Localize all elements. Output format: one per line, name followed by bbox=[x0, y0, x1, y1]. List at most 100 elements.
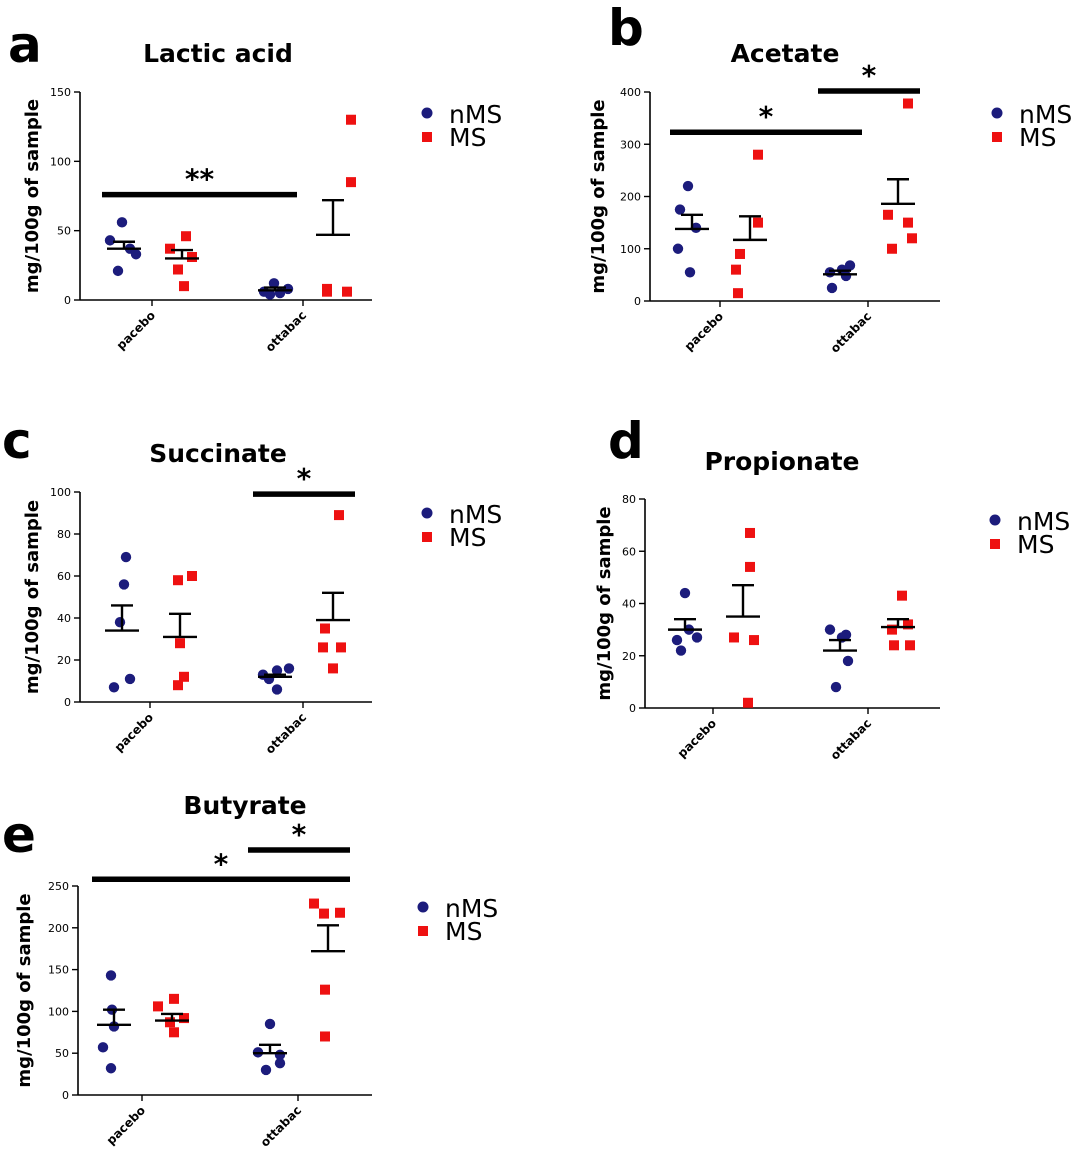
y-tick-label: 20 bbox=[57, 654, 71, 667]
y-tick-label: 50 bbox=[57, 225, 71, 238]
y-tick-label: 40 bbox=[57, 612, 71, 625]
panel-letter: c bbox=[2, 412, 32, 470]
data-point-nMS bbox=[274, 1058, 286, 1069]
data-point-nMS bbox=[112, 265, 124, 277]
data-point-nMS bbox=[124, 673, 136, 685]
significance-label: * bbox=[297, 462, 312, 495]
data-point-nMS bbox=[105, 1063, 117, 1074]
legend-label-MS: MS bbox=[1019, 123, 1056, 152]
legend-marker-nMS bbox=[991, 107, 1003, 119]
x-tick-label: ottabac bbox=[828, 716, 874, 762]
legend-label-nMS: nMS bbox=[449, 100, 502, 129]
x-tick-label: ottabac bbox=[828, 309, 874, 355]
data-point-MS bbox=[165, 243, 175, 254]
x-tick-label: ottabac bbox=[263, 308, 309, 354]
y-tick-label: 250 bbox=[48, 880, 69, 893]
data-point-MS bbox=[173, 575, 183, 586]
y-tick-label: 100 bbox=[48, 1005, 69, 1018]
data-point-MS bbox=[309, 898, 319, 909]
legend-marker-MS bbox=[990, 539, 1000, 549]
data-point-MS bbox=[336, 642, 346, 653]
data-point-nMS bbox=[830, 681, 842, 693]
data-point-nMS bbox=[114, 617, 126, 628]
data-point-nMS bbox=[672, 243, 684, 254]
data-point-MS bbox=[749, 635, 759, 646]
data-point-MS bbox=[883, 209, 893, 220]
data-point-MS bbox=[733, 288, 743, 299]
data-point-MS bbox=[887, 624, 897, 635]
data-point-nMS bbox=[108, 682, 120, 693]
y-tick-label: 100 bbox=[50, 155, 71, 168]
legend-label-nMS: nMS bbox=[1017, 507, 1070, 536]
legend-marker-nMS bbox=[421, 507, 433, 519]
panel-a: a Lactic acid 0 50 100 150 mg/100g of sample pa… bbox=[8, 16, 502, 355]
data-point-MS bbox=[173, 680, 183, 691]
y-tick-label: 100 bbox=[50, 486, 71, 499]
data-point-MS bbox=[342, 286, 352, 297]
data-point-nMS bbox=[679, 587, 691, 599]
data-point-nMS bbox=[271, 665, 283, 676]
legend-label-MS: MS bbox=[449, 123, 486, 152]
data-point-MS bbox=[187, 571, 197, 581]
y-tick-label: 150 bbox=[48, 964, 69, 977]
y-tick-label: 0 bbox=[62, 1089, 69, 1102]
y-tick-label: 50 bbox=[55, 1047, 69, 1060]
x-tick-label: pacebo bbox=[675, 716, 719, 760]
y-tick-label: 200 bbox=[48, 922, 69, 935]
data-point-nMS bbox=[824, 267, 836, 278]
data-point-MS bbox=[907, 233, 917, 244]
data-point-MS bbox=[169, 993, 179, 1004]
data-point-MS bbox=[179, 281, 189, 292]
data-point-MS bbox=[320, 984, 330, 995]
data-point-nMS bbox=[840, 270, 852, 282]
data-point-nMS bbox=[674, 204, 686, 215]
data-point-nMS bbox=[675, 645, 687, 656]
data-point-MS bbox=[889, 640, 899, 651]
legend-marker-nMS bbox=[989, 514, 1001, 526]
x-tick-label: pacebo bbox=[104, 1103, 148, 1147]
y-tick-label: 0 bbox=[64, 294, 71, 307]
panel-c: c Succinate 0 20 40 60 80 100 mg/100g of sample p… bbox=[2, 412, 502, 757]
data-point-MS bbox=[745, 561, 755, 572]
data-point-nMS bbox=[264, 1018, 276, 1030]
data-point-MS bbox=[334, 510, 344, 521]
data-point-MS bbox=[319, 908, 329, 919]
panel-letter: d bbox=[608, 412, 644, 470]
y-axis-title: mg/100g of sample bbox=[588, 99, 609, 293]
data-point-MS bbox=[731, 264, 741, 275]
x-tick-label: pacebo bbox=[682, 309, 726, 353]
data-point-MS bbox=[153, 1001, 163, 1012]
data-point-nMS bbox=[283, 663, 295, 674]
data-point-nMS bbox=[826, 282, 838, 294]
data-point-nMS bbox=[268, 278, 280, 289]
data-point-MS bbox=[169, 1027, 179, 1038]
data-point-MS bbox=[335, 907, 345, 918]
legend-marker-nMS bbox=[421, 107, 433, 119]
panel-letter: b bbox=[608, 0, 644, 57]
data-point-MS bbox=[173, 264, 183, 275]
y-tick-label: 0 bbox=[64, 696, 71, 709]
data-point-MS bbox=[903, 217, 913, 228]
x-tick-label: pacebo bbox=[112, 710, 156, 754]
data-point-nMS bbox=[118, 579, 130, 590]
data-point-MS bbox=[745, 527, 755, 538]
chart-title: Butyrate bbox=[183, 791, 306, 820]
y-tick-label: 60 bbox=[57, 570, 71, 583]
x-tick-label: pacebo bbox=[114, 308, 158, 352]
significance-label: * bbox=[862, 59, 877, 92]
panel-letter: a bbox=[8, 16, 42, 74]
y-tick-label: 80 bbox=[57, 528, 71, 541]
data-point-nMS bbox=[97, 1042, 109, 1053]
significance-label: * bbox=[759, 100, 774, 133]
data-point-MS bbox=[322, 286, 332, 297]
panel-d: d Propionate 0 20 40 60 80 mg/100g of sample pac… bbox=[594, 412, 1070, 763]
data-point-MS bbox=[179, 671, 189, 682]
x-tick-label: ottabac bbox=[258, 1103, 304, 1149]
y-tick-label: 60 bbox=[622, 545, 636, 558]
data-point-MS bbox=[903, 619, 913, 630]
legend-label-MS: MS bbox=[445, 917, 482, 946]
y-tick-label: 300 bbox=[620, 138, 641, 151]
legend-marker-MS bbox=[422, 132, 432, 142]
data-point-MS bbox=[179, 1013, 189, 1024]
